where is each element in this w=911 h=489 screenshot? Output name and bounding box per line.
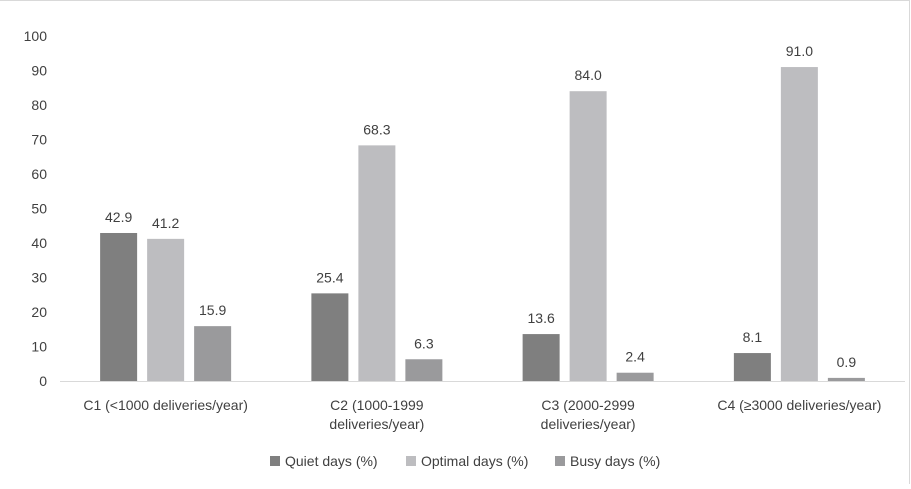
category-label: C3 (2000-2999 (541, 397, 635, 413)
y-tick-label: 50 (31, 201, 47, 217)
bar-3-2 (405, 359, 443, 381)
data-label: 84.0 (575, 67, 602, 83)
data-label: 13.6 (528, 310, 555, 326)
data-label: 15.9 (199, 302, 226, 318)
y-tick-label: 80 (31, 97, 47, 113)
legend-label: Busy days (%) (570, 453, 660, 469)
data-labels: 42.9 41.2 15.9 25.4 68.3 6.3 13.6 84.0 2.4 8.1 91.… (105, 43, 856, 370)
y-tick-label: 90 (31, 63, 47, 79)
category-label: deliveries/year) (541, 416, 636, 432)
legend-label: Quiet days (%) (285, 453, 378, 469)
bar-3-1 (194, 326, 232, 381)
y-tick-label: 30 (31, 270, 47, 286)
bar-2-4 (780, 67, 818, 382)
y-axis: 0 10 20 30 40 50 60 70 80 90 100 (24, 28, 905, 389)
data-label: 8.1 (743, 329, 763, 345)
bar-1-3 (522, 334, 560, 381)
bar-2-1 (147, 238, 185, 381)
legend-label: Optimal days (%) (421, 453, 528, 469)
category-label: C4 (≥3000 deliveries/year) (717, 397, 881, 413)
legend-swatch (555, 456, 565, 466)
bar-2-3 (569, 91, 607, 381)
category-label: deliveries/year) (329, 416, 424, 432)
bar-1-1 (100, 232, 138, 381)
data-label: 2.4 (625, 349, 645, 365)
bar-3-3 (616, 372, 654, 381)
y-tick-label: 20 (31, 304, 47, 320)
bar-2-2 (358, 145, 396, 381)
data-label: 0.9 (837, 354, 857, 370)
bar-1-2 (311, 293, 349, 381)
y-tick-label: 70 (31, 132, 47, 148)
legend: Quiet days (%) Optimal days (%) Busy days … (270, 453, 660, 469)
category-label: C2 (1000-1999 (330, 397, 424, 413)
data-label: 25.4 (316, 269, 343, 285)
data-label: 68.3 (363, 121, 390, 137)
legend-swatch (270, 456, 280, 466)
y-tick-label: 100 (24, 28, 48, 44)
legend-swatch (406, 456, 416, 466)
y-tick-label: 10 (31, 339, 47, 355)
data-label: 91.0 (786, 43, 813, 59)
category-label: C1 (<1000 deliveries/year) (83, 397, 248, 413)
bars (100, 67, 865, 382)
data-label: 42.9 (105, 209, 132, 225)
y-tick-label: 60 (31, 166, 47, 182)
bar-1-4 (733, 353, 771, 381)
data-label: 41.2 (152, 215, 179, 231)
bar-3-4 (827, 377, 865, 381)
data-label: 6.3 (414, 335, 434, 351)
y-tick-label: 40 (31, 235, 47, 251)
y-tick-label: 0 (39, 373, 47, 389)
x-axis: C1 (<1000 deliveries/year) C2 (1000-1999 d… (83, 397, 881, 432)
